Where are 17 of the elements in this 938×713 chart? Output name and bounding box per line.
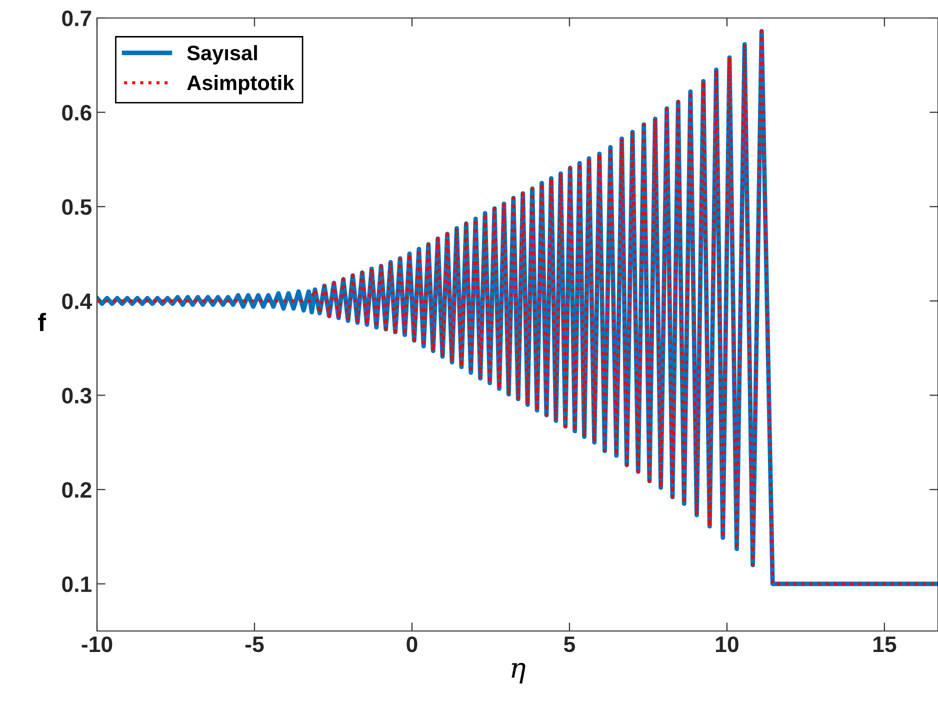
y-tick-label: 0.1 (62, 576, 92, 592)
x-tick-label: 5 (564, 636, 576, 652)
x-tick-label: -10 (82, 636, 112, 652)
y-tick-label: 0.3 (62, 388, 92, 404)
y-tick-label: 0.4 (62, 293, 92, 310)
legend-label: Sayısal (187, 45, 257, 65)
x-tick-label: 0 (406, 636, 418, 652)
y-tick-label: 0.2 (62, 482, 92, 498)
x-tick-label: -5 (245, 636, 264, 652)
x-tick-label: 10 (716, 636, 738, 652)
legend-label: Asimptotik (187, 74, 294, 94)
y-tick-label: 0.7 (62, 10, 92, 26)
y-tick-label: 0.6 (62, 104, 92, 121)
y-axis-title: f (38, 312, 46, 331)
x-axis-title: η (512, 662, 526, 684)
y-tick-label: 0.5 (62, 199, 92, 215)
x-tick-label: 15 (873, 636, 896, 652)
